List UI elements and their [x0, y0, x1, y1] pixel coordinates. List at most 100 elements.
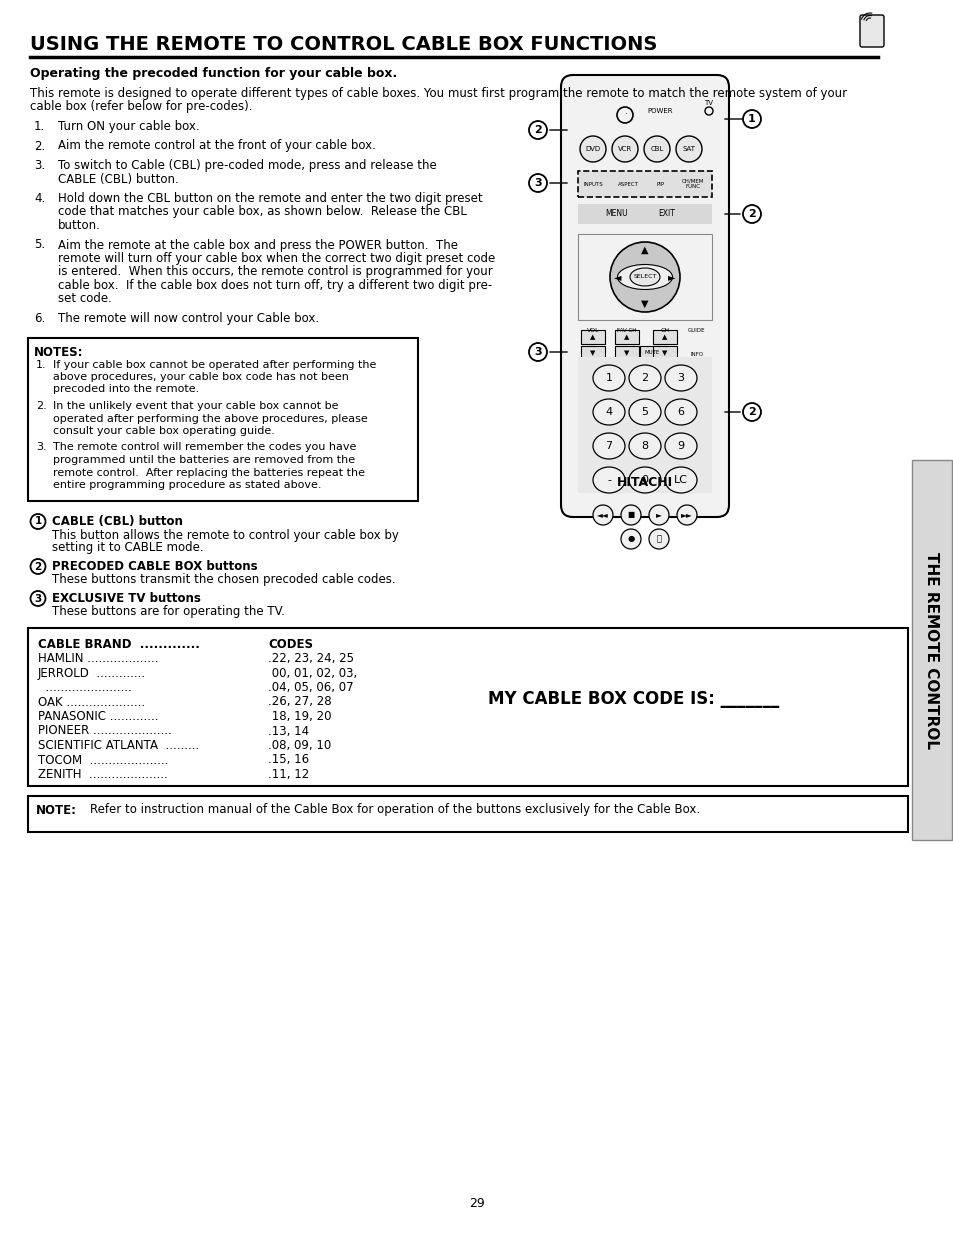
Text: code that matches your cable box, as shown below.  Release the CBL: code that matches your cable box, as sho… — [58, 205, 466, 219]
FancyBboxPatch shape — [560, 75, 728, 517]
Text: 1.: 1. — [34, 120, 45, 133]
Text: NOTE:: NOTE: — [36, 804, 77, 816]
Text: 5.: 5. — [34, 238, 45, 252]
Text: programmed until the batteries are removed from the: programmed until the batteries are remov… — [53, 454, 355, 466]
Ellipse shape — [593, 399, 624, 425]
Bar — [578, 357, 711, 493]
Text: Turn ON your cable box.: Turn ON your cable box. — [58, 120, 199, 133]
Text: .04, 05, 06, 07: .04, 05, 06, 07 — [268, 680, 354, 694]
Text: HAMLIN ...................: HAMLIN ................... — [38, 652, 158, 664]
Text: .13, 14: .13, 14 — [268, 725, 309, 737]
Text: 2: 2 — [640, 373, 648, 383]
Ellipse shape — [628, 399, 660, 425]
Text: .15, 16: .15, 16 — [268, 753, 309, 767]
Text: 2: 2 — [747, 209, 755, 219]
Text: .22, 23, 24, 25: .22, 23, 24, 25 — [268, 652, 354, 664]
Ellipse shape — [628, 433, 660, 459]
Text: .26, 27, 28: .26, 27, 28 — [268, 695, 332, 709]
Text: LC: LC — [673, 475, 687, 485]
Text: These buttons are for operating the TV.: These buttons are for operating the TV. — [52, 605, 285, 619]
Bar — [580, 346, 604, 359]
Text: 3: 3 — [534, 178, 541, 188]
Text: setting it to CABLE mode.: setting it to CABLE mode. — [52, 541, 203, 555]
Bar — [28, 337, 417, 500]
Text: ▼: ▼ — [661, 350, 667, 356]
Bar — [615, 346, 639, 359]
Text: ▼: ▼ — [623, 350, 629, 356]
Text: SCIENTIFIC ATLANTA  .........: SCIENTIFIC ATLANTA ......... — [38, 739, 199, 752]
Text: INPUTS: INPUTS — [582, 182, 602, 186]
Text: above procedures, your cable box code has not been: above procedures, your cable box code ha… — [53, 372, 349, 382]
Text: CH: CH — [659, 327, 669, 332]
Bar — [639, 346, 663, 359]
Text: 2.: 2. — [36, 401, 47, 411]
Text: .11, 12: .11, 12 — [268, 768, 309, 781]
Circle shape — [612, 136, 638, 162]
Text: These buttons transmit the chosen precoded cable codes.: These buttons transmit the chosen precod… — [52, 573, 395, 587]
Text: 1: 1 — [747, 114, 755, 124]
Circle shape — [579, 136, 605, 162]
Text: MUTE: MUTE — [643, 351, 659, 356]
Text: EXCLUSIVE TV buttons: EXCLUSIVE TV buttons — [52, 592, 201, 604]
Text: remote control.  After replacing the batteries repeat the: remote control. After replacing the batt… — [53, 468, 365, 478]
Text: CABLE (CBL) button.: CABLE (CBL) button. — [58, 173, 178, 185]
Text: ►►: ►► — [680, 510, 692, 520]
Ellipse shape — [628, 467, 660, 493]
Text: 0: 0 — [640, 475, 648, 485]
Text: CBL: CBL — [650, 146, 663, 152]
Text: ▲: ▲ — [623, 333, 629, 340]
Text: HITACHI: HITACHI — [617, 477, 673, 489]
Text: 2: 2 — [747, 408, 755, 417]
Text: OAK .....................: OAK ..................... — [38, 695, 145, 709]
Text: SELECT: SELECT — [633, 274, 656, 279]
Circle shape — [609, 242, 679, 312]
Bar — [580, 330, 604, 345]
Bar — [911, 459, 951, 840]
Text: THE REMOTE CONTROL: THE REMOTE CONTROL — [923, 552, 939, 748]
Ellipse shape — [664, 433, 697, 459]
Text: POWER: POWER — [646, 107, 672, 114]
Text: PANASONIC .............: PANASONIC ............. — [38, 710, 158, 722]
Ellipse shape — [593, 467, 624, 493]
Text: 7: 7 — [605, 441, 612, 451]
Text: Aim the remote at the cable box and press the POWER button.  The: Aim the remote at the cable box and pres… — [58, 238, 457, 252]
Text: 1: 1 — [605, 373, 612, 383]
Circle shape — [676, 136, 701, 162]
Circle shape — [648, 529, 668, 550]
Text: set code.: set code. — [58, 293, 112, 305]
Text: cable box (refer below for pre-codes).: cable box (refer below for pre-codes). — [30, 100, 253, 112]
Text: INFO: INFO — [690, 352, 702, 357]
Text: 4: 4 — [605, 408, 612, 417]
Text: USING THE REMOTE TO CONTROL CABLE BOX FUNCTIONS: USING THE REMOTE TO CONTROL CABLE BOX FU… — [30, 35, 657, 54]
Text: TOCOM  .....................: TOCOM ..................... — [38, 753, 168, 767]
Text: DVD: DVD — [585, 146, 600, 152]
Text: MY CABLE BOX CODE IS: _______: MY CABLE BOX CODE IS: _______ — [488, 689, 779, 708]
Circle shape — [677, 505, 697, 525]
Text: ◄◄: ◄◄ — [597, 510, 608, 520]
Ellipse shape — [593, 433, 624, 459]
Text: operated after performing the above procedures, please: operated after performing the above proc… — [53, 414, 367, 424]
Text: ◄: ◄ — [614, 272, 621, 282]
Text: ▼: ▼ — [640, 299, 648, 309]
Text: 2: 2 — [34, 562, 42, 572]
Text: consult your cable box operating guide.: consult your cable box operating guide. — [53, 426, 274, 436]
FancyBboxPatch shape — [859, 15, 883, 47]
Text: VCR: VCR — [618, 146, 632, 152]
Text: CODES: CODES — [268, 637, 313, 651]
Text: ⏸: ⏸ — [656, 535, 660, 543]
Text: NOTES:: NOTES: — [34, 346, 84, 358]
Text: 5: 5 — [640, 408, 648, 417]
Text: 29: 29 — [469, 1197, 484, 1210]
Text: 2.: 2. — [34, 140, 45, 152]
Circle shape — [648, 505, 668, 525]
Text: The remote will now control your Cable box.: The remote will now control your Cable b… — [58, 312, 319, 325]
Bar — [578, 170, 711, 198]
Text: FAV CH: FAV CH — [617, 327, 636, 332]
Text: 1: 1 — [34, 516, 42, 526]
Text: entire programming procedure as stated above.: entire programming procedure as stated a… — [53, 480, 321, 490]
Text: VOL: VOL — [586, 327, 598, 332]
Text: -: - — [606, 475, 610, 485]
Text: Operating the precoded function for your cable box.: Operating the precoded function for your… — [30, 67, 396, 80]
Text: 3: 3 — [534, 347, 541, 357]
Text: CABLE BRAND  .............: CABLE BRAND ............. — [38, 637, 200, 651]
